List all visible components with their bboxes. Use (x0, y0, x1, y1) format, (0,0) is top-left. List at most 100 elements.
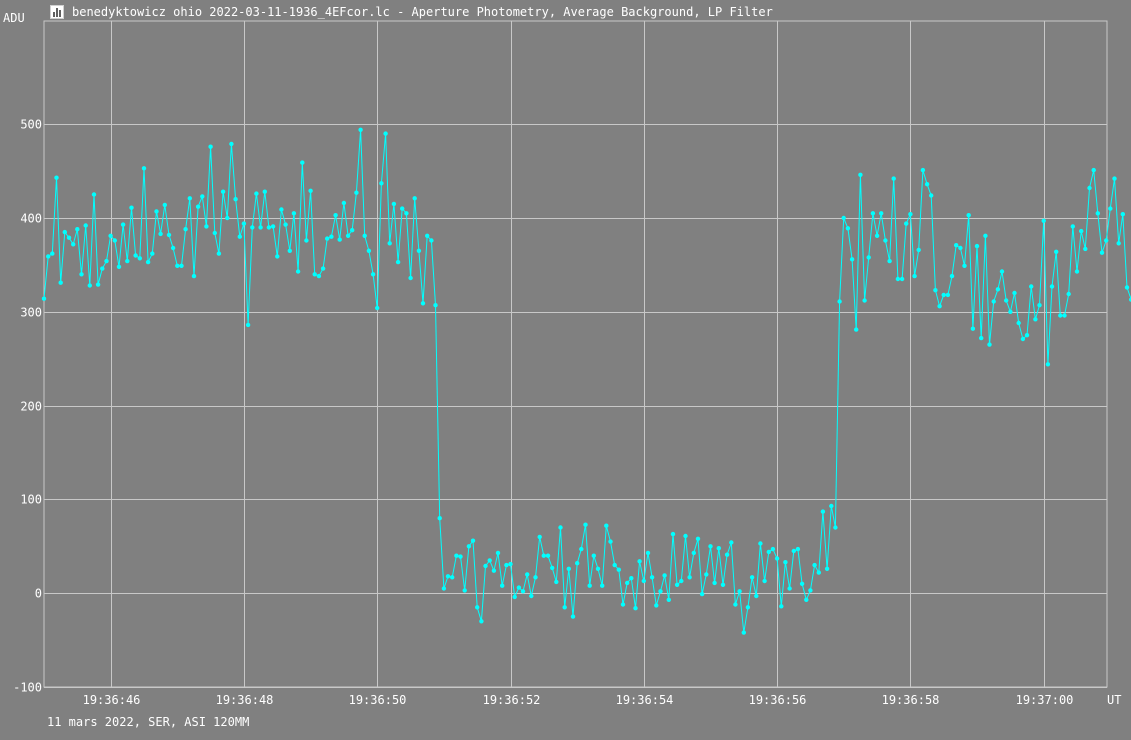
data-point (837, 299, 842, 304)
x-tick-label: 19:36:52 (483, 693, 541, 707)
data-point (383, 131, 388, 136)
data-point (999, 269, 1005, 274)
data-point (916, 247, 921, 253)
data-point (66, 235, 72, 240)
data-point (345, 233, 351, 238)
data-point (912, 273, 917, 279)
data-point (312, 272, 317, 277)
y-axis-unit-label: ADU (3, 11, 25, 25)
data-point (995, 287, 1001, 292)
data-point (704, 572, 709, 577)
data-point (1008, 309, 1013, 314)
data-point (420, 301, 426, 306)
data-point (304, 238, 309, 243)
data-point (270, 224, 276, 229)
data-point (774, 556, 780, 561)
data-point (612, 562, 617, 568)
data-point (887, 258, 892, 264)
data-point (908, 212, 913, 217)
data-point (41, 296, 47, 301)
data-point (899, 276, 905, 282)
data-point (658, 589, 663, 594)
data-point (150, 251, 155, 256)
x-tick-label: 19:36:54 (616, 693, 674, 707)
data-point (437, 516, 442, 521)
x-tick-label: 19:37:00 (1016, 693, 1074, 707)
chart-icon (50, 5, 64, 19)
data-point (879, 211, 884, 216)
data-point (687, 575, 692, 580)
data-point (625, 580, 630, 586)
data-point (454, 553, 459, 558)
data-point (566, 566, 571, 571)
data-point (441, 586, 447, 591)
data-point (229, 141, 234, 147)
data-point (233, 197, 238, 202)
data-point (758, 541, 763, 546)
y-tick-label: 300 (20, 306, 42, 320)
data-point (920, 167, 926, 173)
data-point (487, 558, 492, 563)
data-point (858, 172, 863, 177)
data-point (245, 322, 251, 328)
data-point (941, 292, 946, 298)
data-point (145, 259, 151, 265)
data-point (433, 303, 438, 308)
data-point (720, 582, 726, 587)
data-point (208, 144, 213, 149)
window-title: benedyktowicz ohio 2022-03-11-1936_4EFco… (72, 5, 773, 19)
data-point (1095, 211, 1101, 216)
data-point (712, 580, 717, 586)
data-point (1116, 241, 1121, 246)
data-point (533, 575, 538, 580)
x-tick-label: 19:36:56 (749, 693, 807, 707)
data-point (1012, 290, 1017, 296)
data-point (200, 194, 205, 199)
data-point (1016, 320, 1021, 326)
data-point (616, 567, 621, 572)
data-point (275, 254, 280, 259)
data-point (787, 586, 792, 591)
data-point (791, 548, 796, 554)
data-point (500, 583, 505, 588)
data-point (495, 550, 501, 556)
data-point (958, 245, 963, 251)
data-point (1049, 284, 1055, 289)
data-point (745, 605, 751, 610)
data-point (104, 258, 109, 264)
data-point (991, 299, 996, 304)
data-point (366, 248, 372, 253)
data-point (649, 575, 655, 580)
data-point (379, 181, 384, 186)
y-tick-label: 500 (20, 118, 42, 132)
data-point (1045, 362, 1051, 367)
data-point (666, 597, 671, 602)
data-point (362, 233, 367, 238)
data-point (266, 225, 272, 230)
data-point (708, 544, 713, 549)
x-tick-label: 19:36:58 (882, 693, 940, 707)
data-point (737, 589, 742, 594)
data-point (883, 238, 888, 243)
data-point (770, 546, 776, 552)
data-point (829, 503, 834, 509)
data-point (254, 191, 259, 196)
data-point (1058, 313, 1063, 318)
data-point (1029, 284, 1034, 289)
footer-info: 11 mars 2022, SER, ASI 120MM (47, 715, 250, 729)
data-point (1070, 224, 1076, 229)
data-point (466, 544, 472, 549)
data-point (129, 205, 134, 210)
data-point (387, 241, 392, 246)
data-point (358, 127, 363, 132)
data-point (983, 233, 988, 238)
data-point (504, 562, 509, 568)
data-point (937, 304, 942, 309)
data-point (333, 213, 338, 218)
data-point (970, 326, 976, 331)
data-point (699, 591, 705, 597)
data-point (645, 550, 651, 556)
data-point (1066, 291, 1071, 297)
data-point (125, 258, 130, 264)
